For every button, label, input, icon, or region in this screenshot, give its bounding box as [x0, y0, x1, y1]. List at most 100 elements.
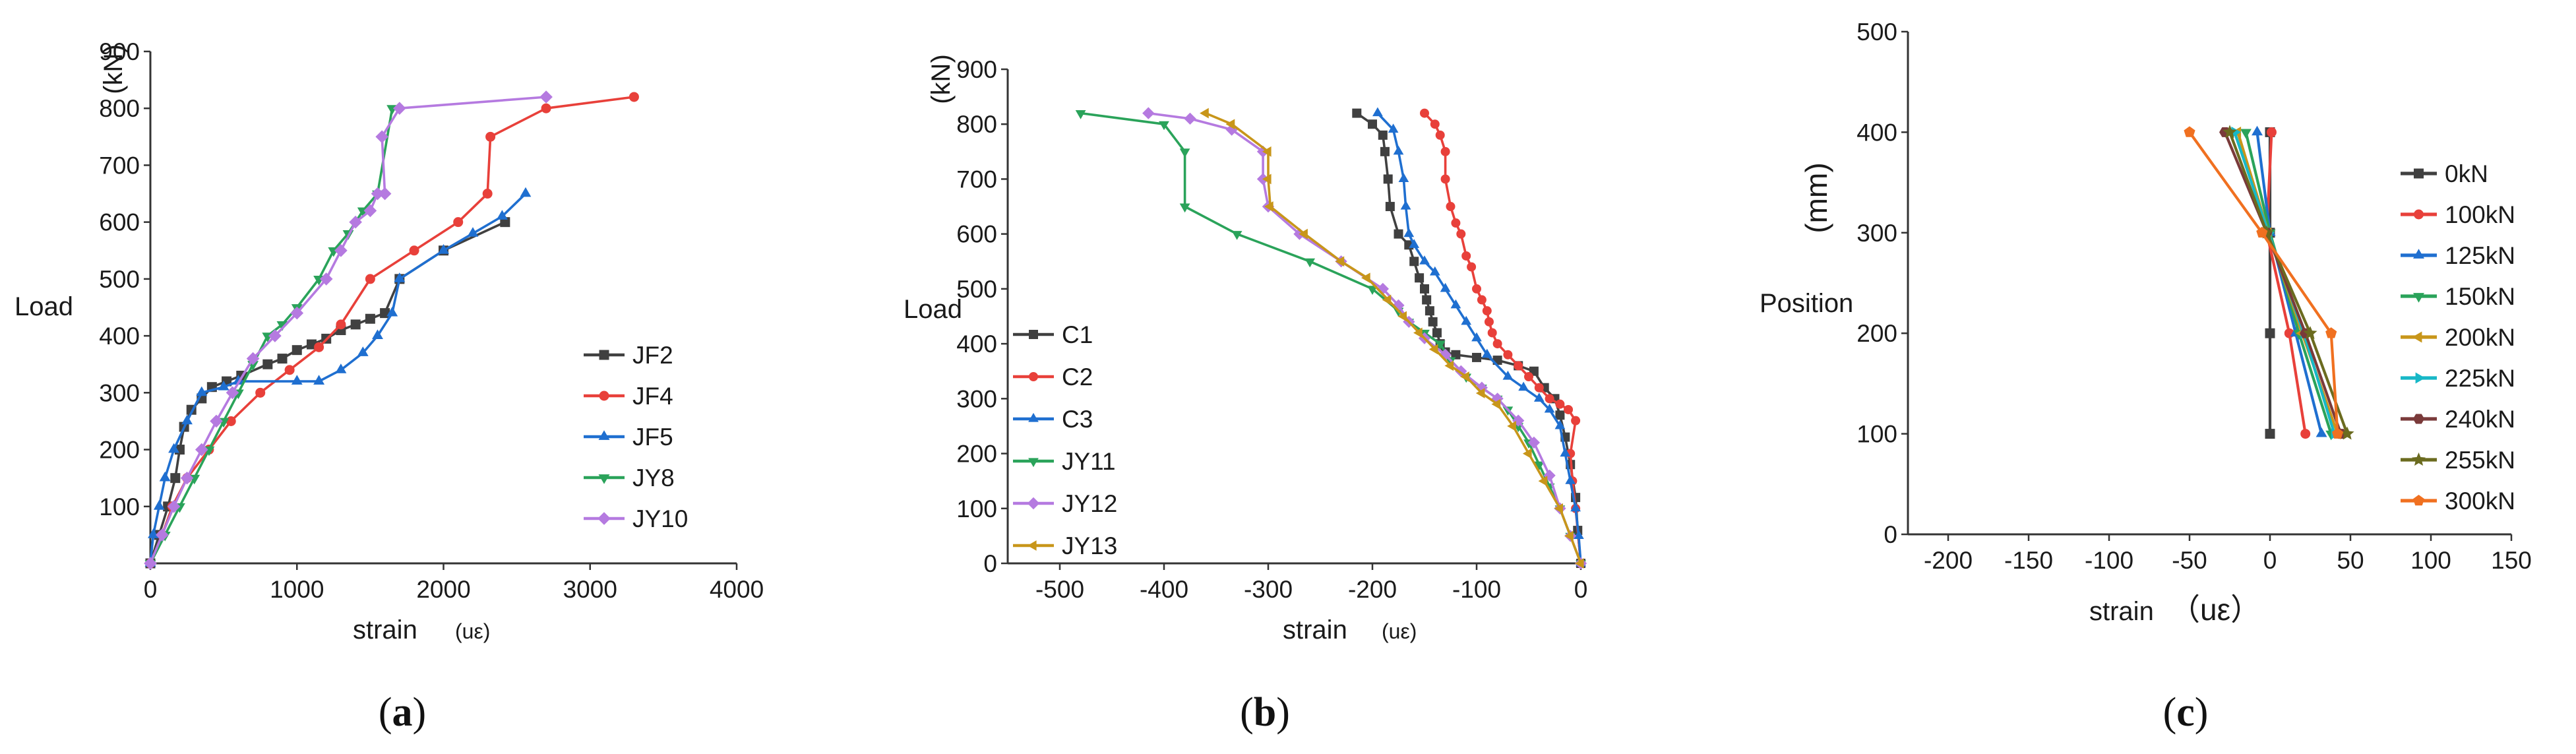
panel-b-legend-marker [1029, 372, 1038, 381]
panel-c-legend-marker [2412, 494, 2425, 506]
panel-b-series-jy13-point [1491, 398, 1501, 410]
panel-b-series-c2-point [1545, 394, 1554, 404]
panel-a-legend-label: JF5 [632, 424, 673, 451]
panel-c-legend-marker [2413, 293, 2424, 303]
panel-c-legend-label: 255kN [2445, 447, 2515, 474]
panel-b-ytick-label: 0 [983, 550, 997, 577]
panel-b-series-jy11-point [1075, 110, 1086, 119]
panel-b-legend-label: JY12 [1062, 490, 1117, 517]
panel-b-xtick-label: -400 [1140, 576, 1188, 603]
panel-c-legend-label: 200kN [2445, 324, 2515, 351]
panel-b-ytick-label: 500 [956, 276, 997, 303]
panel-a-series-jf5-point [181, 414, 193, 425]
panel-b-series-c2-point [1456, 229, 1466, 239]
panel-a-series-jy10-point [363, 204, 377, 218]
panel-b-series-c1-point [1432, 328, 1442, 338]
panel-b-series-jy13-point [1413, 327, 1423, 338]
panel-b-series-jy13-point [1335, 256, 1345, 267]
panel-a-series-jy10-point [144, 557, 157, 570]
panel-a-series-jy10-line [149, 96, 547, 564]
panel-b-legend-marker [1027, 540, 1037, 551]
panel-b-ytick-label: 700 [956, 166, 997, 193]
panel-a-series-jf4-point [365, 274, 375, 284]
panel-c-legend-label: 240kN [2445, 406, 2515, 433]
panel-c-legend-marker [2414, 168, 2424, 179]
panel-b-series-jy13-point [1264, 201, 1273, 212]
panel-b-series-jy13-point [1507, 421, 1516, 431]
panel-b-legend-label: C2 [1062, 363, 1093, 391]
panel-c-xtick-label: -150 [2004, 547, 2053, 574]
panel-b-series-c1-point [1383, 174, 1393, 184]
panel-a-series-jf4-point [314, 342, 324, 352]
panel-b-series-jy12 [1142, 107, 1587, 570]
panel-b-series-c1-point [1409, 257, 1419, 267]
panel-b-series-jy13-point [1428, 344, 1438, 355]
panel-c-ytick-label: 400 [1856, 119, 1897, 146]
panel-b-series-jy13-point [1397, 311, 1407, 322]
panel-a-legend-label: JF2 [632, 342, 673, 369]
panel-b-series-jy11-point [1231, 231, 1242, 240]
panel-b-series-c2-point [1571, 416, 1581, 425]
panel-b-series-c3 [1372, 107, 1586, 567]
panel-a-ytick-label: 500 [99, 266, 140, 293]
panel-c-legend-item: 0kN [2401, 160, 2488, 187]
panel-a-series-jf5 [144, 187, 532, 567]
panel-a-series-jf5-point [394, 272, 406, 282]
panel-a-ytick-label: 200 [99, 437, 140, 464]
panel-a-series-jf2-point [380, 308, 390, 319]
panel-b-series-jy13-point [1522, 448, 1532, 459]
panel-b-series-jy13-point [1382, 294, 1392, 305]
panel-c-series-255kn-point [2303, 326, 2317, 340]
panel-a-series-jf5-point [148, 528, 159, 538]
panel-b-legend-item: JY11 [1013, 448, 1116, 475]
panel-b-series-c2-point [1524, 372, 1533, 382]
panel-a-xtick-label: 0 [144, 576, 158, 603]
panel-a-series-group [144, 90, 639, 570]
panel-b-series-jy12-point [1142, 107, 1155, 119]
panel-c-xtick-label: -200 [1924, 547, 1973, 574]
panel-b-legend-marker [1029, 330, 1038, 339]
panel-b-legend-marker [1028, 458, 1039, 468]
panel-b-series-c1-point [1425, 306, 1434, 316]
panel-b-series-c3-point [1450, 299, 1461, 309]
panel-b-series-c3-point [1570, 502, 1581, 512]
panel-a-legend-item: JY10 [584, 505, 688, 532]
panel-b-series-jy13-point [1262, 173, 1272, 185]
panel-b-series-c2-point [1440, 146, 1450, 156]
panel-c-legend-item: 125kN [2401, 242, 2515, 269]
panel-c-legend-item: 240kN [2401, 406, 2515, 433]
panel-a-series-jy10-point [319, 272, 333, 286]
panel-b-xtick-label: -200 [1348, 576, 1397, 603]
panel-a-series-jf4-point [336, 319, 346, 330]
panel-b-series-c2-point [1440, 174, 1450, 184]
panel-a-caption: (a) [379, 690, 426, 735]
panel-b-series-jy13-point [1554, 503, 1563, 514]
panel-a-series-jf4-point [629, 92, 639, 102]
panel-a-series-jf5-point [153, 499, 165, 510]
panel-b-series-jy13-line [1205, 111, 1582, 564]
panel-a-series-jf5-point [196, 386, 208, 396]
panel-b-series-c3-point [1481, 348, 1492, 358]
panel-b-series-jy11 [1075, 110, 1586, 570]
panel-b-caption: (b) [1240, 690, 1290, 735]
panel-a-ylabel: Load [15, 292, 73, 321]
panel-a-series-jf4-point [255, 387, 266, 398]
panel-b-series-c1-point [1394, 229, 1403, 239]
panel-a-series-jf5-line [149, 193, 527, 564]
panel-c-xtick-label: 100 [2410, 547, 2451, 574]
panel-a-series-jf4-point [284, 365, 295, 375]
panel-b-series-jy11-line [1080, 111, 1582, 564]
panel-b-series-jy13-point [1262, 146, 1272, 157]
panel-a-ytick-label: 700 [99, 152, 140, 179]
panel-a-series-jy10-point [290, 306, 304, 320]
panel-c-series-125kn-point [2315, 427, 2327, 437]
panel-a-series-jy10-point [226, 386, 239, 400]
panel-c-series-100kn-line [2265, 132, 2307, 434]
panel-c-series-0kn-point [2265, 429, 2275, 439]
panel-c-legend-label: 150kN [2445, 283, 2515, 310]
panel-b-xlabel: strain [1283, 615, 1347, 644]
panel-b-series-c3-point [1544, 403, 1555, 413]
panel-a-series-jf5-point [159, 471, 171, 482]
panel-b-series-c2-point [1492, 339, 1502, 349]
